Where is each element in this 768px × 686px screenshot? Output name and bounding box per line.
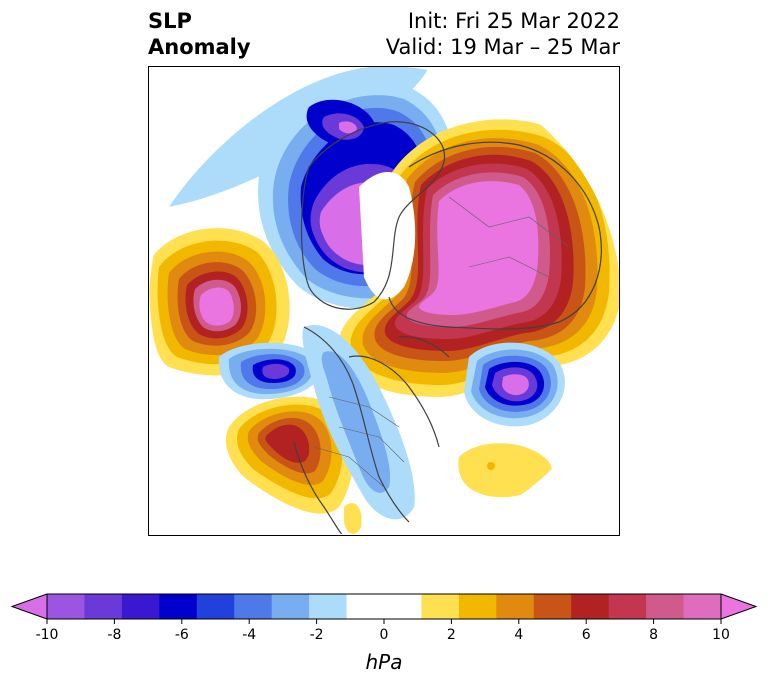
colorbar-tick-label: -10 <box>35 627 59 643</box>
colorbar-segment <box>84 594 123 619</box>
borders <box>313 196 570 488</box>
colorbar-tick-label: -8 <box>107 627 122 643</box>
colorbar-tick-label: -4 <box>242 627 257 643</box>
anomaly-map <box>149 67 619 535</box>
colorbar-segment <box>159 594 198 619</box>
title-type: Anomaly <box>148 35 251 59</box>
title-right: Init: Fri 25 Mar 2022 Valid: 19 Mar – 25… <box>386 8 620 60</box>
colorbar-segment <box>608 594 647 619</box>
colorbar-tick-label: 0 <box>379 627 389 643</box>
colorbar <box>10 593 758 624</box>
valid-range: Valid: 19 Mar – 25 Mar <box>385 35 620 59</box>
coastlines <box>293 121 602 535</box>
colorbar-segment <box>346 594 385 619</box>
colorbar-segment <box>496 594 535 619</box>
colorbar-tick-label: 10 <box>712 627 730 643</box>
colorbar-segment <box>384 594 422 619</box>
aleutian-low <box>218 342 322 400</box>
atlantic-low <box>464 342 565 427</box>
colorbar-segment <box>309 594 348 619</box>
colorbar-segment <box>533 594 572 619</box>
colorbar-segment <box>421 594 460 619</box>
colorbar-tick-label: 8 <box>649 627 659 643</box>
colorbar-extend-high <box>721 594 756 619</box>
colorbar-tick-label: -2 <box>309 627 324 643</box>
map-panel <box>148 66 620 536</box>
colorbar-segment <box>47 594 85 619</box>
colorbar-segment <box>683 594 722 619</box>
colorbar-segment <box>271 594 310 619</box>
colorbar-tick-label: 2 <box>446 627 456 643</box>
colorbar-segment <box>234 594 273 619</box>
colorbar-segment <box>196 594 235 619</box>
colorbar-segment <box>458 594 497 619</box>
title-variable: SLP <box>148 9 192 33</box>
colorbar-right-outline <box>720 593 758 620</box>
colorbar-unit-label: hPa <box>365 650 403 674</box>
pacific-high <box>149 228 290 376</box>
southeast-positive <box>344 503 362 534</box>
atlantic-high <box>458 443 553 498</box>
init-date: Init: Fri 25 Mar 2022 <box>407 9 620 33</box>
colorbar-tick-label: 4 <box>514 627 524 643</box>
colorbar-left-outline <box>10 593 48 620</box>
neutral-gap <box>359 172 416 300</box>
colorbar-tick-label: 6 <box>581 627 591 643</box>
colorbar-segment <box>646 594 685 619</box>
colorbar-segment <box>571 594 610 619</box>
california-high <box>225 396 354 514</box>
colorbar-segment <box>121 594 160 619</box>
colorbar-tick-label: -6 <box>174 627 189 643</box>
title-left: SLP Anomaly <box>148 8 251 60</box>
colorbar-extend-low <box>12 594 47 619</box>
